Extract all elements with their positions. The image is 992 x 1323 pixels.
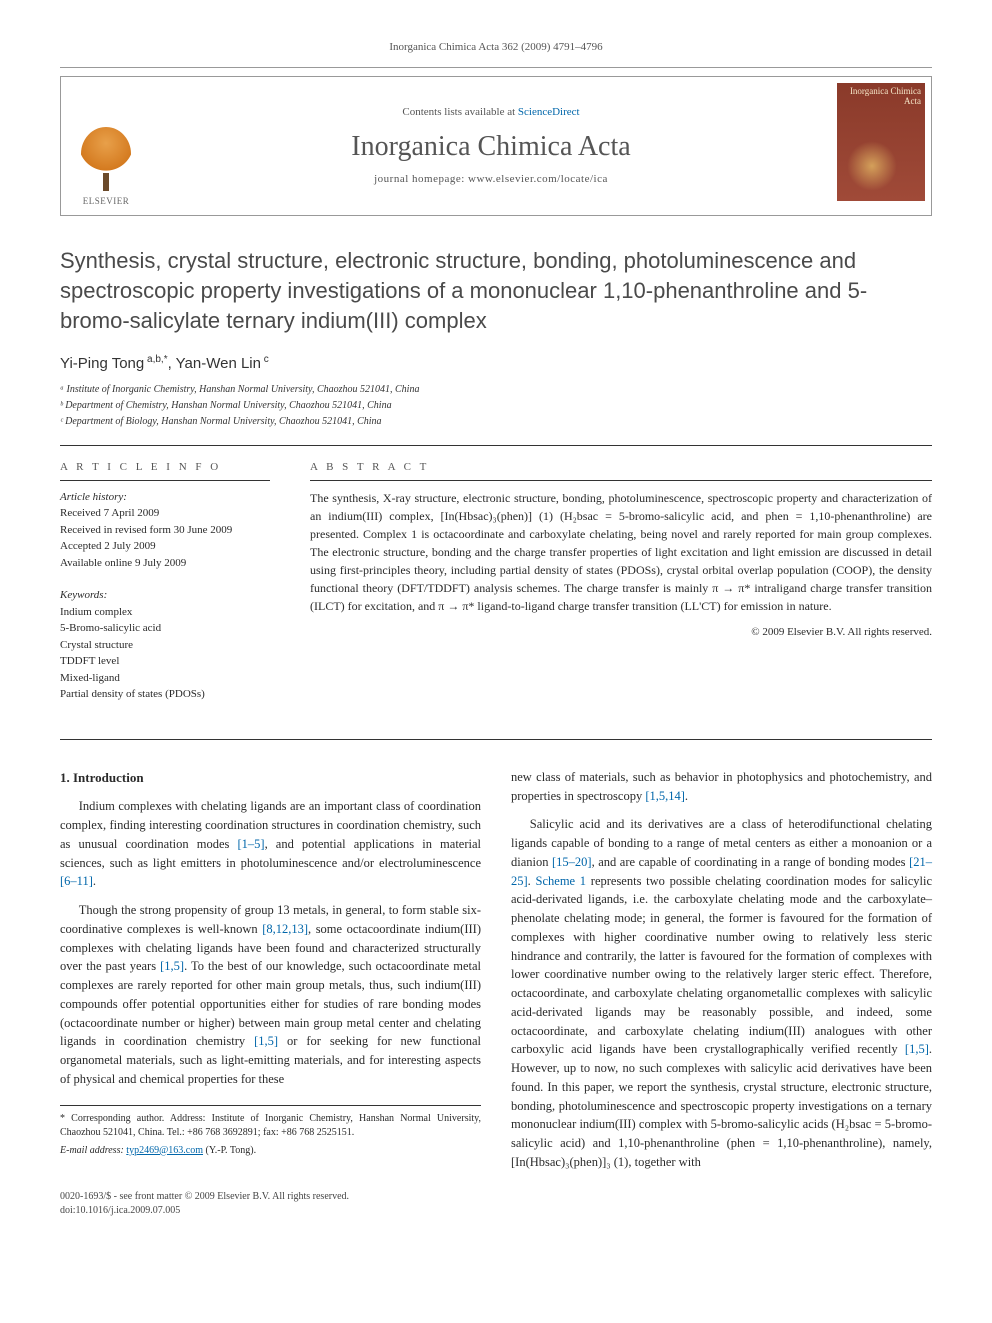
elsevier-tree-icon [81, 127, 131, 180]
corresponding-author-footnote: * Corresponding author. Address: Institu… [60, 1112, 481, 1140]
history-item: Available online 9 July 2009 [60, 555, 270, 572]
history-item: Received 7 April 2009 [60, 505, 270, 522]
email-label: E-mail address: [60, 1145, 124, 1156]
affiliations: ᵃ Institute of Inorganic Chemistry, Hans… [60, 382, 932, 429]
masthead: ELSEVIER Contents lists available at Sci… [60, 76, 932, 216]
body-paragraph: Though the strong propensity of group 13… [60, 901, 481, 1089]
authors: Yi-Ping Tong a,b,*, Yan-Wen Lin c [60, 353, 932, 374]
journal-name: Inorganica Chimica Acta [351, 127, 630, 166]
publisher-name: ELSEVIER [83, 195, 130, 208]
history-label: Article history: [60, 489, 270, 506]
bottom-meta: 0020-1693/$ - see front matter © 2009 El… [60, 1190, 932, 1218]
body-columns: 1. Introduction Indium complexes with ch… [60, 768, 932, 1172]
body-paragraph: Indium complexes with chelating ligands … [60, 797, 481, 891]
keyword: 5-Bromo-salicylic acid [60, 620, 270, 637]
issn-line: 0020-1693/$ - see front matter © 2009 El… [60, 1190, 932, 1204]
contents-prefix: Contents lists available at [402, 106, 517, 118]
elsevier-logo: ELSEVIER [71, 127, 141, 207]
homepage-url: www.elsevier.com/locate/ica [468, 173, 608, 185]
running-head: Inorganica Chimica Acta 362 (2009) 4791–… [60, 40, 932, 55]
cover-art-icon [847, 141, 897, 191]
masthead-center: Contents lists available at ScienceDirec… [151, 77, 831, 215]
journal-homepage: journal homepage: www.elsevier.com/locat… [374, 172, 608, 187]
affiliation-b: ᵇ Department of Chemistry, Hanshan Norma… [60, 398, 932, 413]
abstract-text: The synthesis, X-ray structure, electron… [310, 489, 932, 615]
body-paragraph: new class of materials, such as behavior… [511, 768, 932, 806]
affiliation-c: ᶜ Department of Biology, Hanshan Normal … [60, 414, 932, 429]
article-title: Synthesis, crystal structure, electronic… [60, 246, 932, 335]
article-history: Article history: Received 7 April 2009 R… [60, 489, 270, 572]
cover-title: Inorganica Chimica Acta [841, 87, 921, 107]
keywords-block: Keywords: Indium complex 5-Bromo-salicyl… [60, 587, 270, 703]
info-abstract-block: A R T I C L E I N F O Article history: R… [60, 445, 932, 739]
section-heading-introduction: 1. Introduction [60, 768, 481, 788]
sciencedirect-link[interactable]: ScienceDirect [518, 106, 580, 118]
history-item: Accepted 2 July 2009 [60, 538, 270, 555]
contents-line: Contents lists available at ScienceDirec… [402, 105, 579, 120]
keyword: Indium complex [60, 604, 270, 621]
keyword: Mixed-ligand [60, 670, 270, 687]
footnotes: * Corresponding author. Address: Institu… [60, 1105, 481, 1158]
abstract-column: A B S T R A C T The synthesis, X-ray str… [310, 460, 932, 718]
email-footnote: E-mail address: typ2469@163.com (Y.-P. T… [60, 1144, 481, 1158]
keyword: TDDFT level [60, 653, 270, 670]
journal-cover: Inorganica Chimica Acta [837, 83, 925, 201]
doi-line: doi:10.1016/j.ica.2009.07.005 [60, 1204, 932, 1218]
article-info-label: A R T I C L E I N F O [60, 460, 270, 480]
body-paragraph: Salicylic acid and its derivatives are a… [511, 815, 932, 1171]
email-link[interactable]: typ2469@163.com [126, 1145, 203, 1156]
copyright-line: © 2009 Elsevier B.V. All rights reserved… [310, 625, 932, 640]
journal-cover-area: Inorganica Chimica Acta [831, 77, 931, 215]
homepage-prefix: journal homepage: [374, 173, 468, 185]
abstract-label: A B S T R A C T [310, 460, 932, 480]
affiliation-a: ᵃ Institute of Inorganic Chemistry, Hans… [60, 382, 932, 397]
publisher-logo-area: ELSEVIER [61, 77, 151, 215]
top-rule [60, 67, 932, 68]
article-info-column: A R T I C L E I N F O Article history: R… [60, 460, 270, 718]
keyword: Partial density of states (PDOSs) [60, 686, 270, 703]
keywords-label: Keywords: [60, 587, 270, 604]
history-item: Received in revised form 30 June 2009 [60, 522, 270, 539]
keyword: Crystal structure [60, 637, 270, 654]
email-who: (Y.-P. Tong). [206, 1145, 257, 1156]
